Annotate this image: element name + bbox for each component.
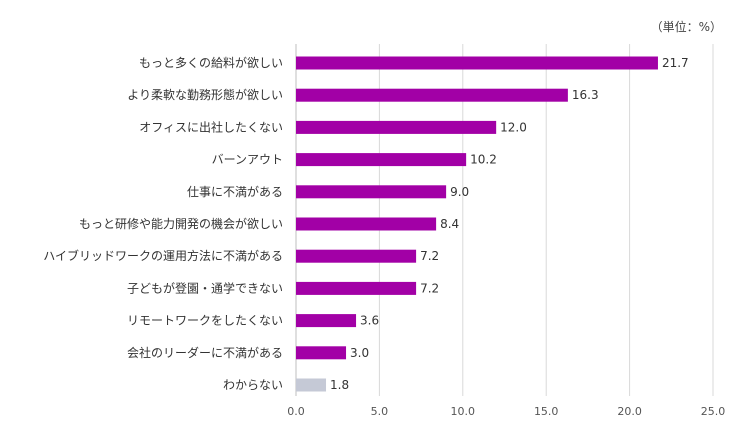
x-tick-label: 20.0 (617, 405, 642, 418)
grid-lines (295, 44, 714, 396)
category-label: もっと多くの給料が欲しい (139, 55, 283, 70)
bar (296, 120, 497, 134)
category-label: もっと研修や能力開発の機会が欲しい (79, 216, 283, 231)
category-labels: もっと多くの給料が欲しいより柔軟な勤務形態が欲しいオフィスに出社したくないバーン… (43, 55, 283, 392)
data-label: 21.7 (662, 56, 689, 70)
bar (296, 185, 447, 199)
data-label: 3.6 (360, 314, 379, 328)
data-label: 1.8 (330, 378, 349, 392)
unit-note: （単位：%） (651, 19, 722, 34)
category-label: リモートワークをしたくない (127, 314, 283, 328)
bar (296, 217, 437, 231)
category-label: 仕事に不満がある (187, 184, 283, 199)
x-tick-label: 25.0 (701, 405, 726, 418)
category-label: 会社のリーダーに不満がある (127, 345, 283, 360)
x-tick-label: 5.0 (371, 405, 389, 418)
category-label: わからない (223, 378, 283, 392)
x-tick-label: 10.0 (451, 405, 476, 418)
data-label: 12.0 (500, 120, 527, 134)
data-label: 3.0 (350, 346, 369, 360)
bar (296, 378, 327, 392)
bar (296, 56, 658, 70)
category-label: 子どもが登園・通学できない (127, 280, 283, 295)
x-axis-tick-labels: 0.0 5.0 10.0 15.0 20.0 25.0 (287, 405, 725, 418)
data-label: 16.3 (572, 88, 599, 102)
x-tick-label: 0.0 (287, 405, 305, 418)
bar (296, 314, 357, 328)
value-labels: 21.7 16.3 12.0 10.2 9.0 8.4 7.2 7.2 3.6 3.0 1.8 (330, 56, 689, 392)
bar (296, 281, 417, 295)
bar (296, 346, 347, 360)
category-label: ハイブリッドワークの運用方法に不満がある (43, 248, 283, 263)
data-label: 10.2 (470, 153, 497, 167)
data-label: 8.4 (440, 217, 459, 231)
bar (296, 153, 467, 167)
data-label: 9.0 (450, 185, 469, 199)
bars (296, 56, 658, 392)
bar (296, 88, 568, 102)
x-tick-label: 15.0 (534, 405, 559, 418)
bar (296, 249, 417, 263)
category-label: オフィスに出社したくない (139, 119, 283, 134)
data-label: 7.2 (420, 281, 439, 295)
category-label: バーンアウト (212, 153, 283, 167)
category-label: より柔軟な勤務形態が欲しい (127, 87, 283, 102)
data-label: 7.2 (420, 249, 439, 263)
